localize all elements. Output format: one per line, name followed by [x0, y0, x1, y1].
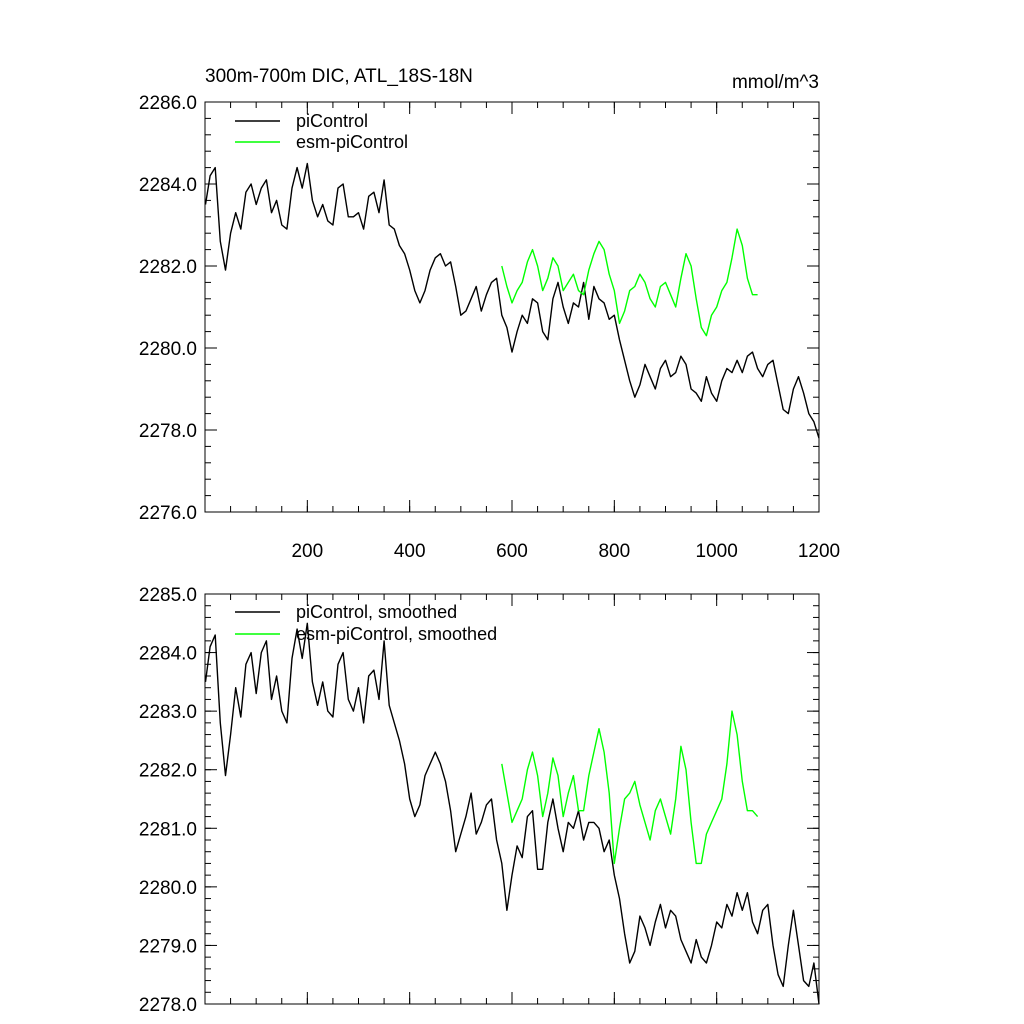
top-legend: piControl esm-piControl: [235, 111, 408, 152]
top-series-lines: [204, 162, 820, 439]
bottom-series-line-esm-picontrol-smoothed: [501, 710, 759, 865]
top-x-tick-label: 800: [598, 541, 630, 562]
top-x-tick-label: 1000: [696, 541, 738, 562]
bottom-series-lines: [204, 622, 820, 1005]
bottom-panel: 2278.0 2279.0 2280.0 2281.0 2282.0 2283.0 2284…: [139, 585, 820, 1016]
top-units-label: mmol/m^3: [732, 72, 819, 93]
top-legend-label-esm-picontrol: esm-piControl: [296, 132, 408, 152]
top-y-tick-label: 2286.0: [139, 93, 197, 114]
bottom-y-tick-label: 2285.0: [139, 585, 197, 606]
bottom-legend-label-esm-picontrol-smoothed: esm-piControl, smoothed: [296, 624, 497, 644]
top-series-line-esm-picontrol: [501, 228, 758, 337]
top-x-tick-label: 600: [496, 541, 528, 562]
top-x-tick-label: 200: [291, 541, 323, 562]
bottom-y-tick-label: 2283.0: [139, 702, 197, 723]
bottom-axis-ticks: 2278.0 2279.0 2280.0 2281.0 2282.0 2283.0 2284…: [139, 585, 820, 1016]
top-y-tick-label: 2282.0: [139, 257, 197, 278]
top-axis-ticks: 2276.0 2278.0 2280.0 2282.0 2284.0 2286.0 200 4…: [139, 93, 840, 562]
bottom-legend: piControl, smoothed esm-piControl, smoot…: [235, 602, 497, 644]
bottom-y-tick-label: 2281.0: [139, 819, 197, 840]
top-panel: 300m-700m DIC, ATL_18S-18N mmol/m^3 2276…: [139, 66, 840, 562]
bottom-y-tick-label: 2279.0: [139, 936, 197, 957]
top-x-tick-label: 400: [394, 541, 426, 562]
top-y-tick-label: 2284.0: [139, 175, 197, 196]
bottom-y-tick-label: 2284.0: [139, 644, 197, 665]
bottom-plot-frame: [204, 593, 820, 1005]
top-y-tick-label: 2276.0: [139, 503, 197, 524]
top-plot-frame: [204, 101, 820, 513]
bottom-y-tick-label: 2282.0: [139, 761, 197, 782]
bottom-y-tick-label: 2278.0: [139, 995, 197, 1016]
top-x-tick-label: 1200: [798, 541, 840, 562]
bottom-legend-label-picontrol-smoothed: piControl, smoothed: [296, 602, 457, 622]
top-y-tick-label: 2278.0: [139, 421, 197, 442]
top-series-line-picontrol: [204, 162, 820, 439]
top-y-tick-label: 2280.0: [139, 339, 197, 360]
top-chart-title: 300m-700m DIC, ATL_18S-18N: [205, 66, 473, 87]
top-legend-label-picontrol: piControl: [296, 111, 368, 131]
bottom-series-line-picontrol-smoothed: [204, 622, 820, 1005]
bottom-y-tick-label: 2280.0: [139, 878, 197, 899]
